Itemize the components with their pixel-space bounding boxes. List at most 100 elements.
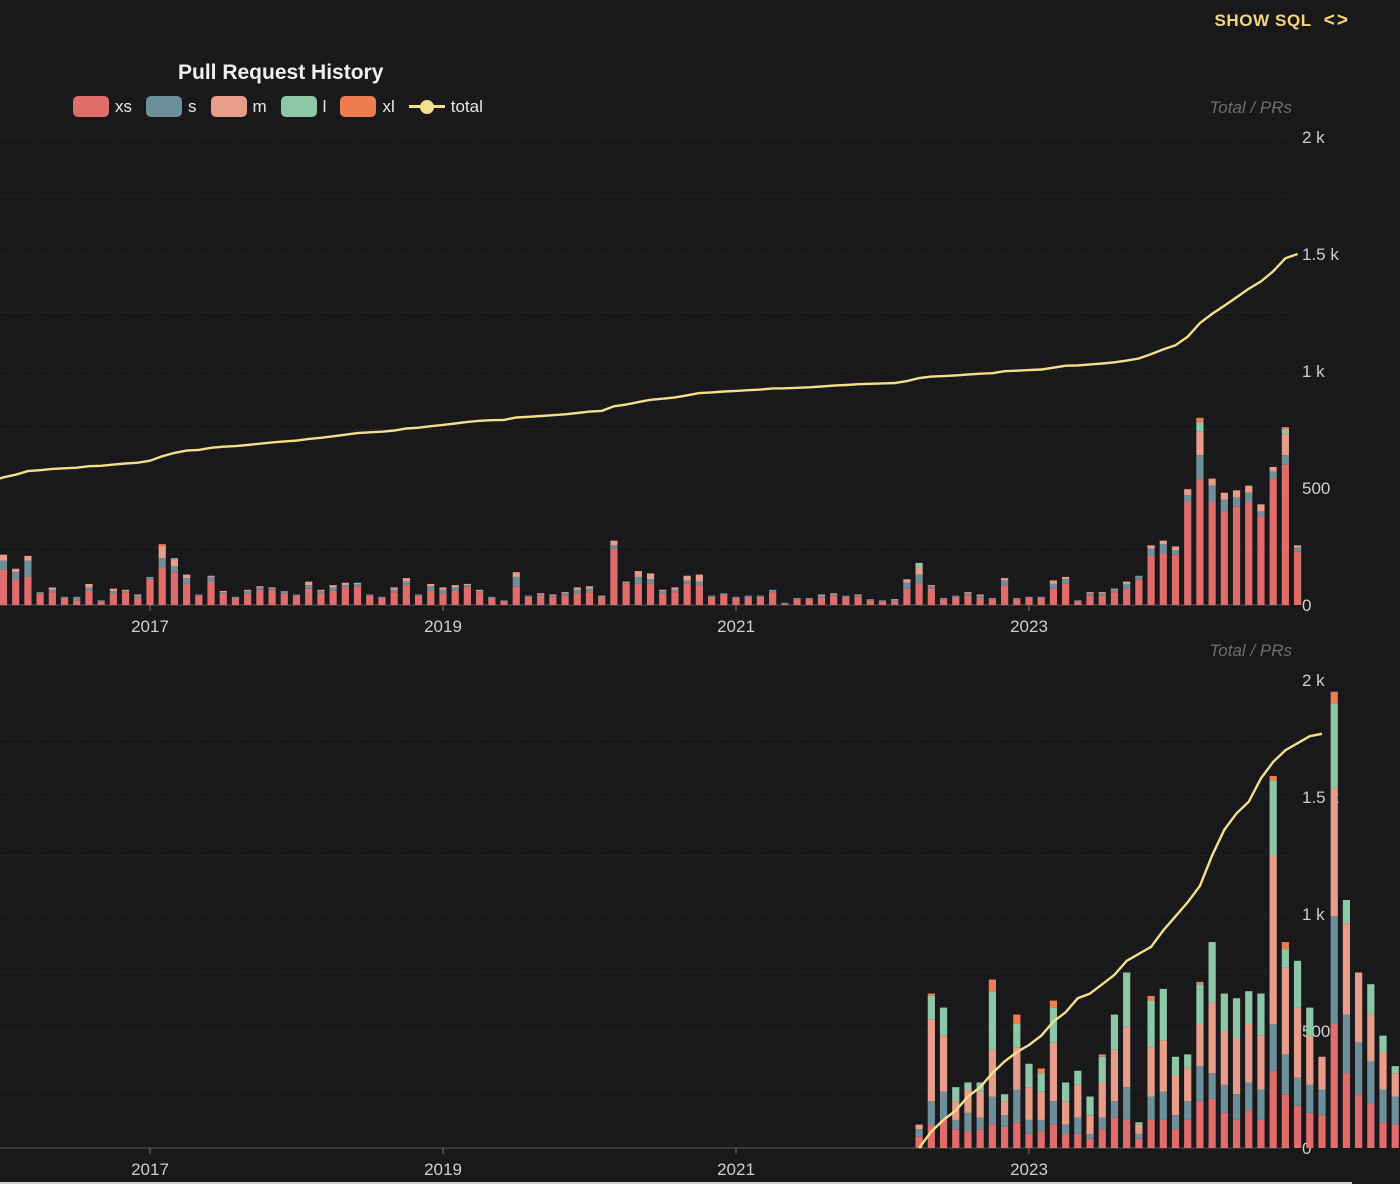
bottom-bar-xs <box>1391 1124 1399 1148</box>
legend-item-total[interactable]: total <box>408 96 483 117</box>
show-sql-button[interactable]: SHOW SQL <> <box>1214 10 1350 32</box>
legend-item-m[interactable]: m <box>210 96 267 117</box>
top-bar-xs <box>952 596 960 605</box>
top-bar-m <box>1245 485 1253 493</box>
top-bar-xs <box>622 583 630 605</box>
top-bar-s <box>1184 495 1192 503</box>
x-tick-label: 2021 <box>717 1160 755 1179</box>
top-bar-xs <box>378 597 386 605</box>
y-tick-label: 500 <box>1302 479 1330 498</box>
top-bar-xs <box>976 597 984 605</box>
top-bar-m <box>1086 592 1094 594</box>
top-bar-s <box>1159 544 1167 554</box>
bottom-bar-xs <box>915 1136 923 1148</box>
bottom-bar-xs <box>1123 1119 1131 1148</box>
top-bar-s <box>585 588 594 593</box>
y-axis-label: Total / PRs <box>1209 98 1292 117</box>
top-bar-xs <box>659 593 667 605</box>
top-bar-s <box>0 560 8 570</box>
bottom-bar-xl <box>1013 1014 1021 1024</box>
bottom-bar-s <box>1391 1096 1399 1125</box>
top-bar-s <box>1269 471 1277 479</box>
bottom-bar-l <box>1196 984 1204 1024</box>
top-bar-s <box>1245 492 1253 503</box>
top-bar-m <box>317 589 325 591</box>
top-bar-s <box>427 586 435 591</box>
bottom-bar-s <box>976 1117 984 1130</box>
bottom-bar-xl <box>927 993 935 996</box>
top-bar-s <box>1086 593 1094 596</box>
top-bar-xs <box>390 592 398 605</box>
top-bar-s <box>183 578 191 584</box>
top-bar-s <box>1232 497 1241 507</box>
top-bar-s <box>939 597 948 600</box>
top-bar-m <box>610 540 618 546</box>
top-bar-xs <box>146 579 154 605</box>
x-tick-label: 2019 <box>424 1160 462 1179</box>
bottom-bar-l <box>1306 1007 1314 1036</box>
top-bar-m <box>24 555 32 561</box>
legend-item-xl[interactable]: xl <box>340 96 395 117</box>
bottom-bar-s <box>1025 1119 1033 1134</box>
top-bar-s <box>317 590 325 594</box>
top-bar-m <box>329 585 337 588</box>
bottom-bar-xs <box>1257 1119 1265 1148</box>
top-bar-xs <box>36 593 44 605</box>
bottom-bar-xs <box>952 1129 960 1148</box>
top-bar-m <box>268 587 276 589</box>
bottom-bar-s <box>1232 1094 1241 1120</box>
bottom-bar-m <box>1147 1047 1155 1097</box>
legend-label-l: l <box>322 96 327 116</box>
top-bar-m <box>891 599 899 601</box>
bottom-border <box>0 1182 1352 1184</box>
top-bar-xs <box>524 596 533 605</box>
top-bar-m <box>1147 545 1155 549</box>
top-bar-s <box>817 595 826 598</box>
bottom-bar-s <box>1281 1054 1289 1095</box>
legend-item-l[interactable]: l <box>280 96 327 117</box>
top-bar-s <box>12 572 20 580</box>
legend-label-total: total <box>450 96 483 116</box>
bottom-bar-xl <box>1037 1068 1045 1074</box>
top-bar-s <box>463 585 472 588</box>
bottom-bar-xs <box>1049 1124 1058 1148</box>
top-bar-s <box>622 582 630 584</box>
legend-item-xs[interactable]: xs <box>73 96 132 117</box>
legend-item-s[interactable]: s <box>146 96 197 117</box>
top-bar-m <box>402 578 410 582</box>
top-bar-m <box>1196 431 1204 456</box>
top-bar-xs <box>707 596 716 605</box>
bottom-bar-s <box>1184 1101 1192 1120</box>
bottom-bar-l <box>1135 1122 1143 1125</box>
bottom-bar-l <box>1208 942 1216 1003</box>
top-bar-s <box>451 587 459 591</box>
top-bar-s <box>646 579 655 584</box>
top-bar-m <box>683 575 691 581</box>
top-bar-s <box>170 566 179 573</box>
top-bar-s <box>414 594 423 596</box>
top-bar-m <box>549 594 557 596</box>
top-bar-s <box>231 596 240 598</box>
top-bar-m <box>305 581 313 586</box>
legend-label-xs: xs <box>115 96 132 116</box>
bottom-bar-xl <box>1281 942 1289 950</box>
bottom-bar-xs <box>1062 1133 1070 1148</box>
top-bar-s <box>439 589 447 594</box>
top-bar-s <box>891 600 899 602</box>
bottom-bar-m <box>1257 1035 1265 1090</box>
top-bar-m <box>1171 546 1180 551</box>
top-bar-l <box>915 562 923 568</box>
show-sql-label: SHOW SQL <box>1214 11 1312 30</box>
top-bar-xs <box>231 597 240 605</box>
top-bar-l <box>170 558 179 560</box>
bottom-bar-m <box>1269 855 1277 1024</box>
top-bar-xs <box>1000 585 1009 605</box>
bottom-bar-xl <box>1196 981 1204 985</box>
bottom-bar-xs <box>1196 1101 1204 1148</box>
bottom-bar-xs <box>1330 1023 1338 1148</box>
bottom-bar-s <box>1037 1119 1045 1132</box>
bottom-bar-s <box>1000 1115 1009 1127</box>
bottom-bar-s <box>1147 1096 1155 1120</box>
top-bar-s <box>195 594 203 596</box>
top-bar-m <box>695 574 703 582</box>
